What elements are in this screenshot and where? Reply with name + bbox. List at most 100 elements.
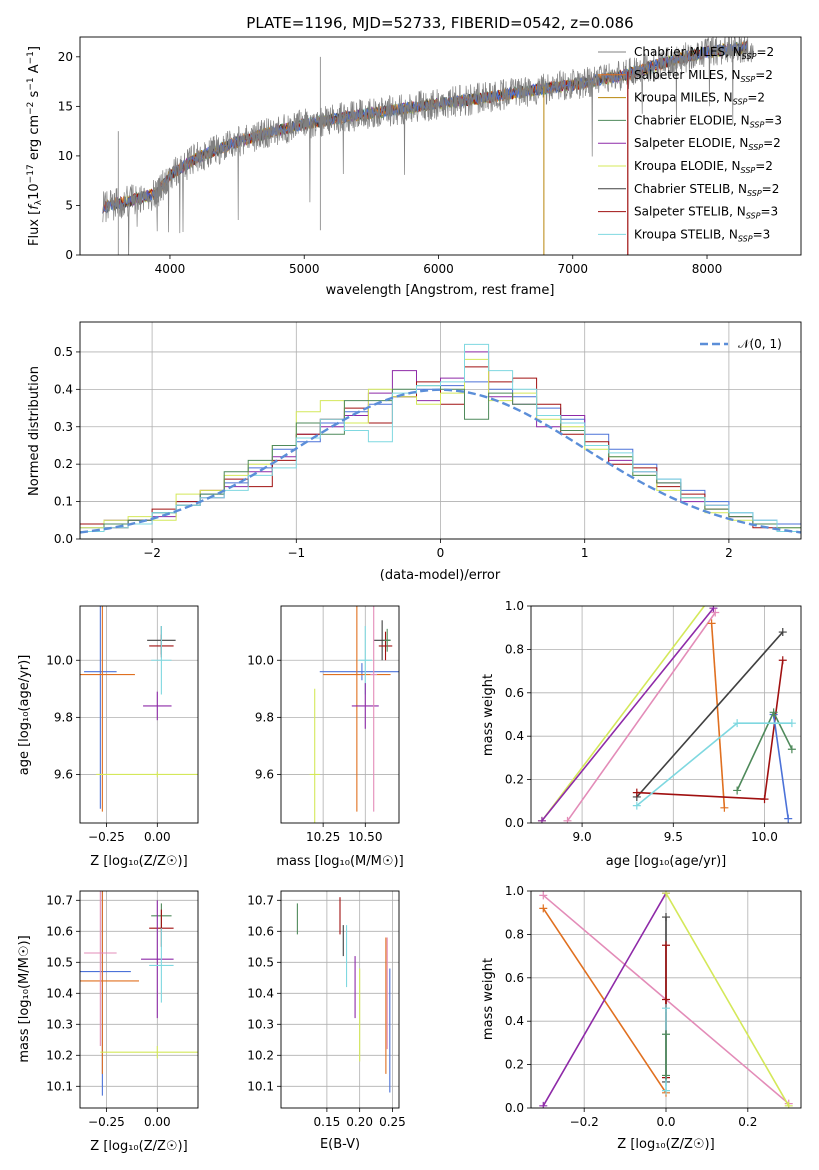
mass-age-panel: mass [log₁₀(M/M☉)] 10.25 10.50 9.6 9.8 10.0 xyxy=(247,605,404,869)
y-tick-label: 0.8 xyxy=(505,927,524,941)
y-tick-label: 10.1 xyxy=(46,1079,73,1093)
legend-label: Chabrier ELODIE, NSSP=3 xyxy=(634,113,782,129)
y-tick-label: 1.0 xyxy=(505,884,524,898)
x-tick-label: −0.2 xyxy=(570,1115,599,1129)
weight-marker xyxy=(784,814,793,823)
y-tick-label: 0.6 xyxy=(505,971,524,985)
weight-marker xyxy=(662,995,670,1004)
x-tick-label: 0.0 xyxy=(656,1115,675,1129)
y-tick-label: 10.0 xyxy=(46,653,73,667)
y-tick-label: 10.5 xyxy=(46,955,73,969)
y-tick-label: 10.2 xyxy=(247,1048,274,1062)
z-age-x-label: Z [log₁₀(Z/Z☉)] xyxy=(90,854,187,869)
x-tick-label: 7000 xyxy=(557,262,588,276)
x-tick-label: 2 xyxy=(725,546,733,560)
observed-spectrum-line xyxy=(102,37,755,255)
weight-marker xyxy=(733,559,741,567)
y-tick-label: 20 xyxy=(58,50,73,64)
y-tick-label: 10.3 xyxy=(46,1017,73,1031)
z-age-y-label: age [log₁₀(age/yr)] xyxy=(17,655,32,776)
legend-label: Chabrier MILES, NSSP=2 xyxy=(634,45,774,61)
y-tick-label: 0.5 xyxy=(54,345,73,359)
y-tick-label: 0 xyxy=(65,248,73,262)
x-tick-label: 0.00 xyxy=(144,830,171,844)
histogram-x-label: (data-model)/error xyxy=(380,568,501,583)
weight-marker xyxy=(720,803,729,812)
x-tick-label: 9.0 xyxy=(573,830,592,844)
weight-marker xyxy=(733,719,742,728)
error-bars xyxy=(80,606,198,812)
spectrum-lines xyxy=(102,37,755,255)
legend-label: Salpeter STELIB, NSSP=3 xyxy=(634,205,778,221)
weight-marker xyxy=(662,1004,670,1013)
weight-marker xyxy=(539,1101,548,1108)
spectrum-x-label: wavelength [Angstrom, rest frame] xyxy=(326,283,555,298)
weight-marker xyxy=(787,719,796,728)
weight-marker xyxy=(709,606,718,613)
x-tick-label: 0.2 xyxy=(738,1115,757,1129)
age-weight-y-label: mass weight xyxy=(481,674,496,756)
y-tick-label: 0.4 xyxy=(505,729,524,743)
legend-label: Kroupa ELODIE, NSSP=2 xyxy=(634,159,773,175)
x-tick-label: −0.25 xyxy=(88,1115,125,1129)
weight-marker xyxy=(537,816,546,823)
x-tick-label: 4000 xyxy=(155,262,186,276)
weight-marker xyxy=(662,1030,670,1039)
weight-lines xyxy=(537,559,796,823)
weight-marker xyxy=(778,656,787,665)
y-tick-label: 10.6 xyxy=(247,924,274,938)
x-tick-label: −2 xyxy=(143,546,161,560)
error-bars xyxy=(296,897,391,1093)
y-tick-label: 9.6 xyxy=(255,767,274,781)
legend-label: Salpeter ELODIE, NSSP=2 xyxy=(634,136,781,152)
x-tick-label: −1 xyxy=(287,546,305,560)
weight-marker xyxy=(662,913,670,922)
y-tick-label: 10.7 xyxy=(247,893,274,907)
y-tick-label: 0.2 xyxy=(54,457,73,471)
histogram-steps xyxy=(80,343,801,539)
spectrum-y-label: Flux [fλ10−17 erg cm−2 s−1 A−1] xyxy=(26,46,44,246)
plot-frame xyxy=(530,605,802,824)
weight-marker xyxy=(787,745,796,754)
y-tick-label: 0.8 xyxy=(505,642,524,656)
y-tick-label: 9.8 xyxy=(255,710,274,724)
x-tick-label: 6000 xyxy=(423,262,454,276)
weight-line xyxy=(541,606,706,822)
weight-marker xyxy=(778,628,787,637)
weight-marker xyxy=(662,1071,670,1080)
y-tick-label: 10.4 xyxy=(247,986,274,1000)
ebv-mass-panel: E(B-V) 0.15 0.20 0.25 10.1 10.2 10.3 10.4 10.5 1… xyxy=(247,890,406,1152)
legend-label: Kroupa MILES, NSSP=2 xyxy=(634,91,765,107)
weight-marker xyxy=(707,619,716,628)
histogram-y-label: Normed distribution xyxy=(27,366,42,496)
age-weight-panel: age [log₁₀(age/yr)] mass weight 9.0 9.5 10… xyxy=(481,559,802,869)
weight-line xyxy=(665,892,790,1107)
plot-frame xyxy=(79,890,199,1109)
legend-label: Chabrier STELIB, NSSP=2 xyxy=(634,182,779,198)
weight-marker xyxy=(563,816,572,823)
x-tick-label: −0.25 xyxy=(88,830,125,844)
y-tick-label: 10.2 xyxy=(46,1048,73,1062)
y-tick-label: 0.2 xyxy=(505,773,524,787)
y-tick-label: 0.2 xyxy=(505,1058,524,1072)
x-tick-label: 10.0 xyxy=(751,830,778,844)
residual-histogram-panel: (data-model)/error Normed distribution −… xyxy=(27,321,802,583)
y-tick-label: 1.0 xyxy=(505,599,524,613)
y-tick-label: 10 xyxy=(58,149,73,163)
plot-frame xyxy=(79,605,199,824)
x-tick-label: 10.50 xyxy=(348,830,382,844)
weight-marker xyxy=(784,1101,793,1108)
z-weight-y-label: mass weight xyxy=(481,958,496,1040)
plot-frame xyxy=(280,605,400,824)
y-tick-label: 0.4 xyxy=(54,382,73,396)
x-tick-label: 5000 xyxy=(289,262,320,276)
normal-curve xyxy=(80,388,801,534)
y-tick-label: 5 xyxy=(65,198,73,212)
z-weight-x-label: Z [log₁₀(Z/Z☉)] xyxy=(617,1137,714,1152)
y-tick-label: 10.1 xyxy=(247,1079,274,1093)
y-tick-label: 15 xyxy=(58,99,73,113)
weight-marker xyxy=(711,608,720,617)
plot-frame xyxy=(280,890,400,1109)
weight-marker xyxy=(662,1086,670,1095)
